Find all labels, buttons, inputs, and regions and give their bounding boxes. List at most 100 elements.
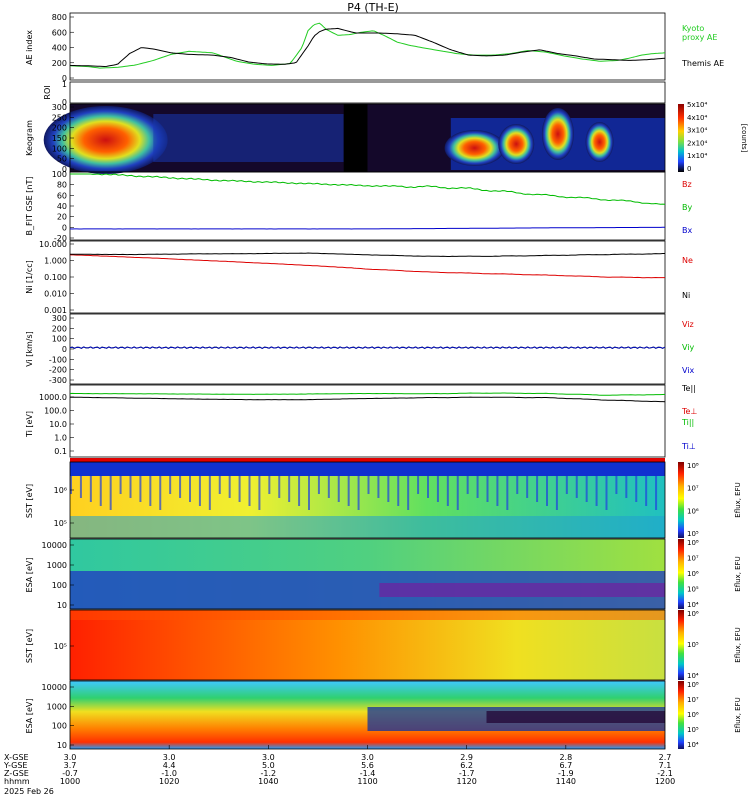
colorbar-tick-label: 1x10⁴: [687, 152, 708, 160]
sst-i-noise-stripe: [139, 476, 142, 502]
y-tick-label: 0.001: [44, 306, 67, 315]
y-tick-label: 1.000: [44, 257, 67, 266]
keogram-aurora-patch: [498, 124, 535, 164]
colorbar-tick-label: 10⁷: [687, 555, 699, 563]
panel-frame: [69, 12, 666, 81]
y-tick-label: -100: [49, 355, 67, 364]
sst-i-noise-stripe: [317, 476, 320, 494]
sst-i-noise-stripe: [387, 476, 390, 502]
y-axis-label: ESA [eV]: [25, 558, 34, 593]
y-tick-label: 100.0: [44, 407, 67, 416]
y-tick-label: 10: [57, 601, 67, 610]
sst-i-noise-stripe: [129, 476, 132, 498]
colorbar-tick-label: 10⁶: [687, 610, 699, 618]
sst-i-noise-stripe: [288, 476, 291, 502]
legend-ne: Ne: [682, 256, 693, 265]
series-line: [69, 346, 666, 349]
colorbar-tick-label: 10⁶: [687, 570, 699, 578]
y-tick-label: 1: [62, 80, 67, 89]
x-row-label: hhmm: [4, 777, 30, 786]
sst-i-noise-stripe: [238, 476, 241, 502]
sst-i-noise-stripe: [565, 476, 568, 494]
sst-i-noise-stripe: [555, 476, 558, 510]
y-tick-label: 10.000: [39, 240, 67, 249]
keogram-gap: [343, 104, 368, 172]
y-tick-label: 10000: [42, 683, 67, 692]
sst-i-noise-stripe: [516, 476, 519, 494]
y-tick-label: -300: [49, 376, 67, 385]
y-tick-label: 300: [52, 103, 67, 112]
sst-i-noise-stripe: [655, 476, 658, 510]
y-tick-label: 40: [57, 202, 67, 211]
keogram-left-aurora: [43, 106, 168, 174]
series-line: [70, 252, 665, 257]
sst-i-noise-stripe: [278, 476, 281, 498]
colorbar-tick-label: 10⁵: [687, 586, 699, 594]
colorbar-label: Eflux, EFU: [734, 627, 742, 662]
y-tick-label: 10⁵: [54, 642, 67, 651]
colorbar-label: Eflux, EFU: [734, 482, 742, 517]
y-axis-label: Vi [km/s]: [25, 331, 34, 367]
colorbar-tick-label: 4x10⁴: [687, 114, 708, 122]
x-tick-label: 6.7: [559, 761, 572, 770]
y-tick-label: -200: [49, 366, 67, 375]
y-axis-label: SST [eV]: [25, 629, 34, 663]
y-tick-label: 200: [52, 124, 67, 133]
y-axis-label: SST [eV]: [25, 484, 34, 518]
data-quality-strip: [70, 458, 665, 462]
series-line: [69, 392, 666, 396]
series-line: [69, 22, 666, 69]
y-tick-label: 10000: [42, 541, 67, 550]
sst-i-noise-stripe: [417, 476, 420, 494]
sst-i-noise-stripe: [189, 476, 191, 502]
sst-i-noise-stripe: [149, 476, 152, 506]
sst-i-noise-stripe: [427, 476, 429, 498]
x-tick-label: 1020: [159, 777, 179, 786]
y-tick-label: 100: [52, 335, 67, 344]
sst-i-noise-stripe: [347, 476, 350, 506]
keogram-aurora-patch: [585, 122, 614, 162]
legend-vix: Vix: [682, 366, 695, 375]
sst-i-noise-stripe: [327, 476, 330, 498]
panel-frame: [69, 81, 666, 104]
y-axis-label: ROI: [43, 85, 52, 99]
sst-i-noise-stripe: [79, 476, 82, 498]
x-tick-label: 1040: [258, 777, 278, 786]
sst-i-noise-stripe: [89, 476, 92, 502]
colorbar-tick-label: 0: [687, 165, 691, 173]
sst-i-noise-stripe: [526, 476, 529, 498]
y-tick-label: 0.100: [44, 273, 67, 282]
sst-i-noise-stripe: [397, 476, 400, 506]
y-tick-label: 0: [62, 223, 67, 232]
x-tick-label: -0.7: [62, 769, 78, 778]
colorbar-tick-label: 10⁷: [687, 485, 699, 493]
date-label: 2025 Feb 26: [4, 787, 54, 796]
colorbar-tick-label: 10⁵: [687, 726, 699, 734]
y-tick-label: 10⁶: [54, 486, 67, 495]
colorbar-tick-label: 3x10⁴: [687, 127, 708, 135]
y-axis-label: B_FIT GSE [nT]: [25, 177, 34, 236]
esa-e-dark-band: [486, 711, 665, 723]
series-line: [69, 226, 665, 230]
y-tick-label: 1000: [47, 702, 67, 711]
colorbar-tick-label: 10⁴: [687, 672, 699, 680]
sst-i-noise-stripe: [367, 476, 370, 494]
panel-frame: [69, 538, 666, 610]
sst-i-noise-stripe: [298, 476, 301, 506]
y-axis-label: Ni [1/cc]: [25, 260, 34, 294]
y-tick-label: 150: [52, 134, 67, 143]
colorbar-label: Eflux, EFU: [734, 697, 742, 732]
keogram-colorbar: [678, 104, 684, 172]
sst-i-noise-stripe: [407, 476, 410, 510]
sst-i-noise-stripe: [99, 476, 102, 506]
sst-i-noise-stripe: [615, 476, 618, 494]
series-line: [70, 173, 666, 205]
colorbar-tick-label: 10⁴: [687, 601, 699, 609]
legend-te-perp: Te⊥: [681, 407, 697, 416]
x-tick-label: 1000: [60, 777, 80, 786]
sst-i-noise-stripe: [208, 476, 211, 510]
x-tick-label: 5.0: [262, 761, 275, 770]
x-tick-label: 3.7: [64, 761, 77, 770]
legend-te-par: Te||: [681, 384, 696, 393]
